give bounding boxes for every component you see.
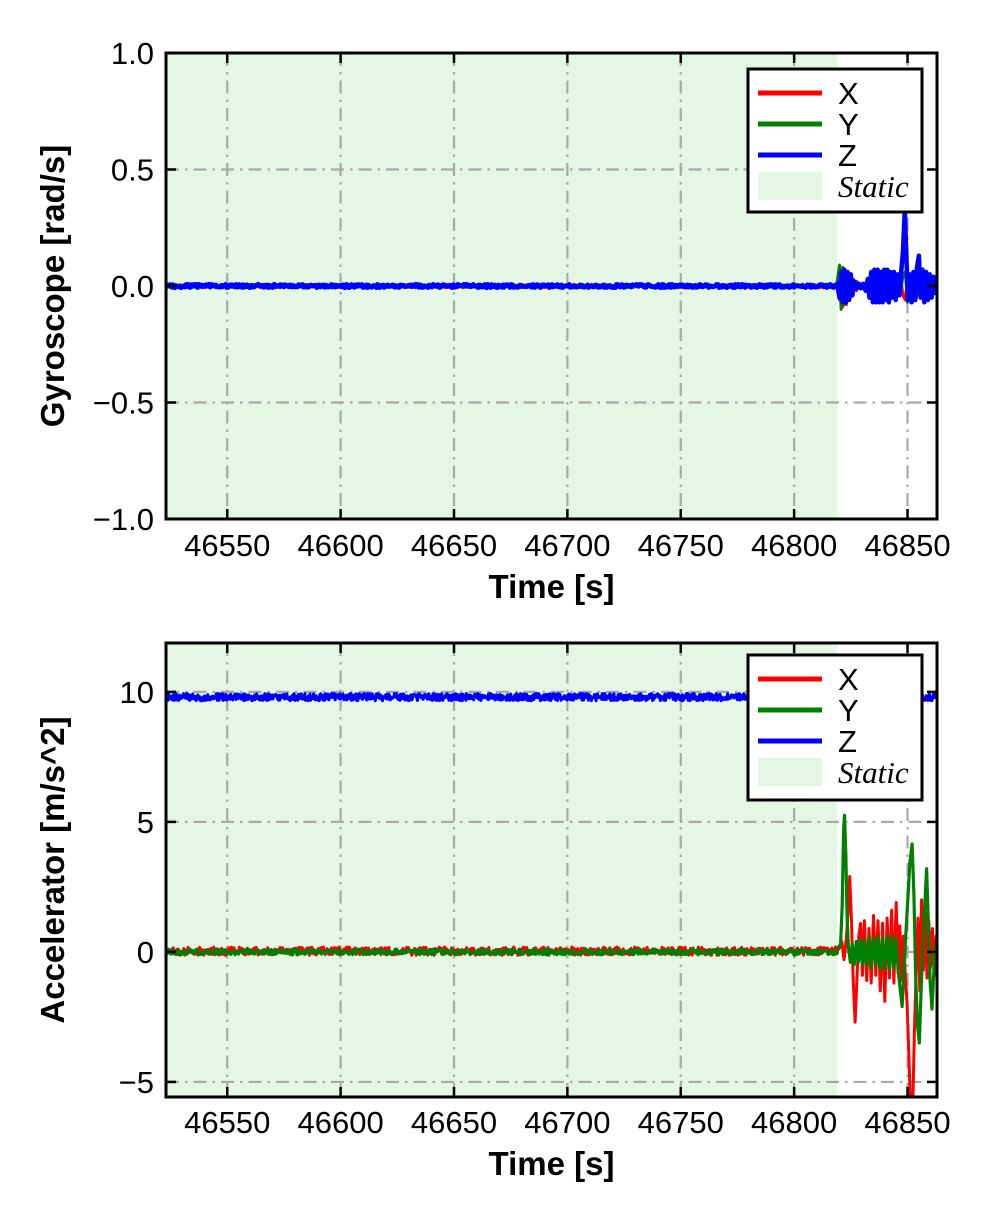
series-z-line [166,206,937,305]
x-axis-label: Time [s] [489,1145,615,1182]
plot-border [164,641,939,1099]
x-tick-label: 46850 [864,528,950,563]
x-axis-label: Time [s] [489,568,615,605]
x-tick-label: 46700 [524,528,610,563]
x-tick-label: 46750 [638,528,724,563]
x-tick-label: 46700 [524,1105,610,1140]
x-tick-label: 46850 [864,1105,950,1140]
legend-patch-swatch [758,758,822,786]
y-axis-label: Accelerator [m/s^2] [34,716,71,1023]
legend-label: Y [838,107,859,142]
accelerator-chart: 46550 46600 46650 46700 46750 46800 46850 10 5 0 −… [34,641,951,1182]
x-tick-label: 46600 [297,528,383,563]
y-tick-label: −5 [119,1065,154,1100]
ticks [166,51,937,521]
series-y-line [166,813,937,1045]
gyroscope-chart: 46550 46600 46650 46700 46750 46800 46850 1.0 0.… [34,36,951,605]
y-tick-label: −1.0 [93,502,154,537]
x-tick-label: 46600 [297,1105,383,1140]
static-region [166,643,838,1097]
legend-label: Y [838,693,859,728]
legend-label: Static [838,755,909,790]
x-tick-label: 46800 [751,1105,837,1140]
legend-label: Z [838,724,857,759]
x-tick-label: 46800 [751,528,837,563]
x-tick-label: 46750 [638,1105,724,1140]
legend-label: X [838,76,859,111]
legend-label: X [838,662,859,697]
x-tick-label: 46650 [411,528,497,563]
y-tick-label: 1.0 [111,36,154,71]
x-tick-label: 46550 [184,528,270,563]
y-tick-label: −0.5 [93,386,154,421]
y-tick-label: 0.5 [111,153,154,188]
legend-label: Z [838,138,857,173]
y-tick-label: 0 [137,935,154,970]
y-tick-label: 0.0 [111,269,154,304]
legend-patch-swatch [758,172,822,200]
x-tick-label: 46650 [411,1105,497,1140]
y-axis-label: Gyroscope [rad/s] [34,145,71,427]
x-tick-label: 46550 [184,1105,270,1140]
y-tick-label: 10 [120,675,154,710]
y-tick-label: 5 [137,805,154,840]
legend-label: Static [838,169,909,204]
ticks [166,643,937,1097]
